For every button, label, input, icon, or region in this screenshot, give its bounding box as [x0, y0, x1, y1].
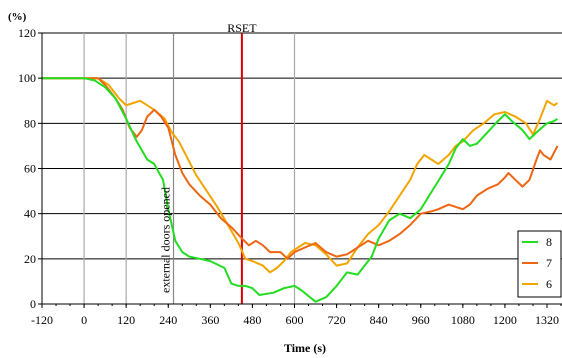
x-tick-label: 720	[328, 313, 346, 327]
y-axis-unit-label: (%)	[8, 11, 27, 23]
rset-annotation: RSET	[227, 21, 257, 35]
x-tick-label: 480	[243, 313, 261, 327]
y-tick-label: 100	[18, 71, 36, 85]
x-axis-title: Time (s)	[284, 341, 326, 355]
y-tick-label: 20	[24, 252, 36, 266]
x-tick-label: 120	[117, 313, 135, 327]
y-tick-label: 60	[24, 162, 36, 176]
y-tick-label: 40	[24, 207, 36, 221]
y-tick-label: 0	[30, 297, 36, 311]
x-tick-label: 1200	[493, 313, 517, 327]
legend-label-8: 8	[546, 235, 552, 249]
doors-opened-annotation: external doors opened	[159, 187, 173, 293]
x-tick-label: 240	[159, 313, 177, 327]
tick-labels: 0 20 40 60 80 100 120 -120 0 120 240 360 480 600 720 84…	[18, 26, 562, 327]
x-tick-label: 1320	[535, 313, 559, 327]
x-tick-label: 960	[412, 313, 430, 327]
y-tick-label: 120	[18, 26, 36, 40]
x-tick-label: 600	[286, 313, 304, 327]
x-tick-label: 360	[201, 313, 219, 327]
x-tick-label: 1080	[451, 313, 475, 327]
vertical-markers	[83, 33, 296, 304]
series-line-7	[42, 77, 559, 260]
legend: 8 7 6	[517, 230, 562, 298]
series-line-8	[42, 77, 559, 303]
x-tick-label: 840	[370, 313, 388, 327]
x-tick-label: 0	[81, 313, 87, 327]
series-lines	[42, 77, 559, 303]
y-tick-label: 80	[24, 116, 36, 130]
x-tick-label: -120	[31, 313, 53, 327]
legend-label-6: 6	[546, 277, 552, 291]
legend-label-7: 7	[546, 256, 552, 270]
